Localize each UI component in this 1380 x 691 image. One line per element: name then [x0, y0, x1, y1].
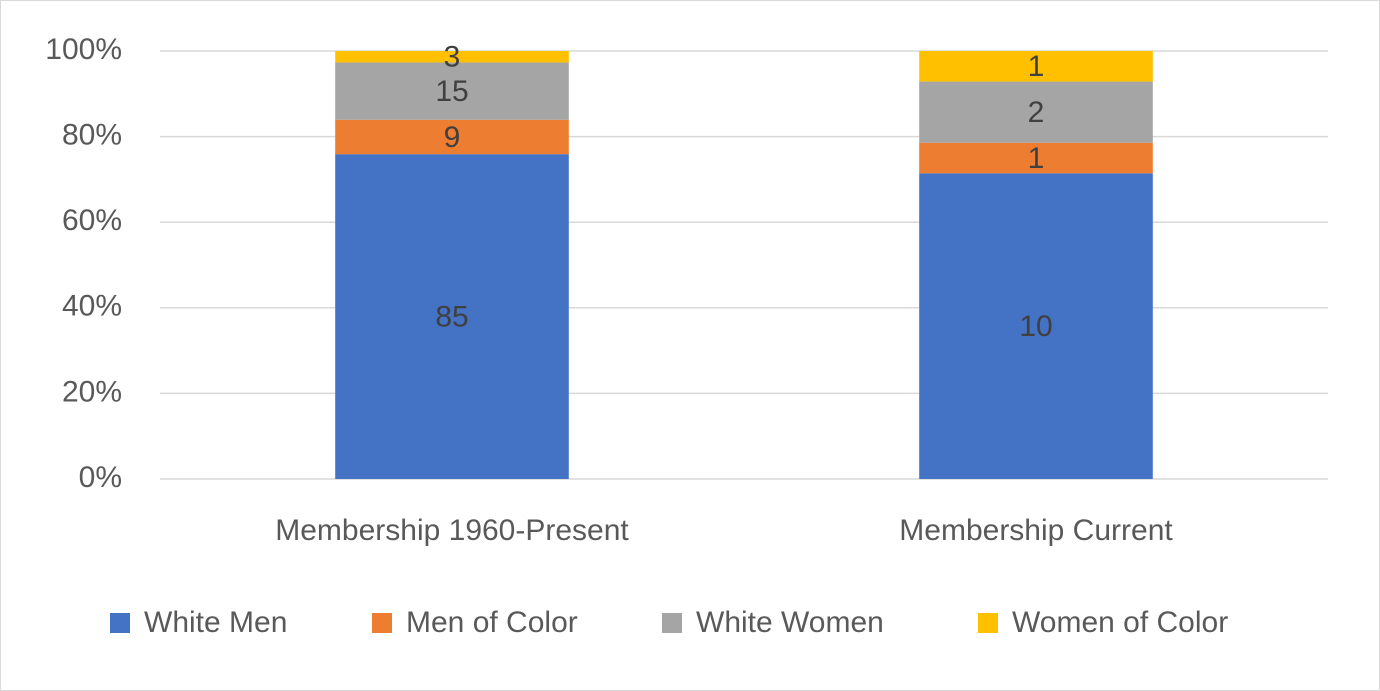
- legend-label: White Men: [144, 606, 287, 639]
- y-tick-label: 100%: [45, 33, 122, 66]
- bar-segment: [335, 154, 569, 479]
- bar-segment: [335, 119, 569, 155]
- data-label: 9: [444, 121, 461, 154]
- y-tick-label: 40%: [62, 290, 122, 323]
- data-label: 1: [1028, 142, 1045, 175]
- bar-segment: [919, 51, 1153, 82]
- data-label: 1: [1028, 50, 1045, 83]
- data-label: 3: [444, 41, 461, 74]
- legend-swatch: [110, 613, 130, 633]
- x-tick-label: Membership Current: [899, 514, 1173, 547]
- bar-segment: [919, 81, 1153, 143]
- data-label: 85: [435, 301, 468, 334]
- x-tick-label: Membership 1960-Present: [275, 514, 629, 547]
- legend-swatch: [372, 613, 392, 633]
- bar-segment: [335, 62, 569, 120]
- legend-label: Women of Color: [1012, 606, 1228, 639]
- y-tick-label: 20%: [62, 375, 122, 408]
- data-label: 15: [435, 75, 468, 108]
- legend-swatch: [662, 613, 682, 633]
- data-label: 10: [1019, 310, 1052, 343]
- legend-label: White Women: [696, 606, 884, 639]
- bar-segment: [335, 51, 569, 63]
- legend-swatch: [978, 613, 998, 633]
- bar-segment: [919, 173, 1153, 480]
- legend-label: Men of Color: [406, 606, 578, 639]
- y-tick-label: 0%: [79, 461, 122, 494]
- data-label: 2: [1028, 96, 1045, 129]
- y-tick-label: 60%: [62, 204, 122, 237]
- y-tick-label: 80%: [62, 119, 122, 152]
- bar-segment: [919, 142, 1153, 174]
